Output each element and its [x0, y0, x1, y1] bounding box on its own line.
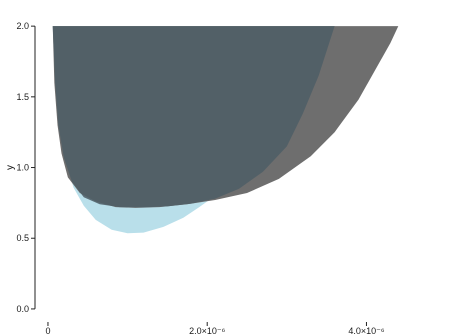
area-series-3 [52, 26, 335, 208]
y-axis-label: y [5, 165, 16, 170]
y-tick-label-2: 1.0 [16, 163, 29, 173]
y-tick-label-0: 0.0 [16, 304, 29, 314]
x-tick-label-2: 4.0×10⁻⁶ [348, 326, 385, 336]
y-axis-ticks: 0.0 0.5 1.0 1.5 2.0 [16, 21, 35, 314]
x-tick-label-0: 0 [45, 326, 50, 336]
x-tick-label-1: 2.0×10⁻⁶ [189, 326, 226, 336]
y-tick-label-1: 0.5 [16, 233, 29, 243]
series-layer [52, 26, 399, 234]
x-axis-ticks: 0 2.0×10⁻⁶ 4.0×10⁻⁶ [45, 322, 385, 336]
y-tick-label-3: 1.5 [16, 92, 29, 102]
y-tick-label-4: 2.0 [16, 21, 29, 31]
